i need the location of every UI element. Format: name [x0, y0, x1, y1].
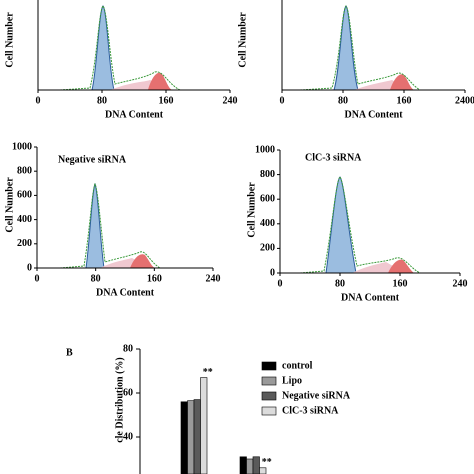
y-tick-label: 600	[17, 190, 32, 201]
x-tick-label: 0	[278, 278, 283, 289]
x-tick-label: 80	[91, 273, 101, 284]
y-tick-label: 400	[17, 214, 32, 225]
x-tick-label: 160	[393, 278, 408, 289]
y-tick-label: 400	[260, 218, 275, 229]
y-tick-label: 1000	[12, 141, 32, 152]
significance: **	[203, 367, 213, 378]
x-tick-label: 80	[97, 95, 107, 106]
legend-label: control	[282, 360, 313, 371]
y-tick-label: 600	[260, 193, 275, 204]
panel-title: ClC-3 siRNA	[305, 152, 362, 163]
bar	[239, 456, 247, 474]
x-tick-label: 80	[338, 95, 348, 106]
y-axis-label: Cell Number	[237, 12, 248, 68]
x-tick-label: 80	[335, 278, 345, 289]
y-tick-label: 800	[260, 169, 275, 180]
legend-swatch	[261, 391, 277, 401]
bar	[200, 377, 208, 474]
bar	[246, 458, 254, 474]
y-tick-label: 800	[17, 165, 32, 176]
x-tick-label: 160	[397, 95, 412, 106]
legend-swatch	[261, 406, 277, 416]
bar	[193, 399, 201, 474]
y-tick-label: 1000	[255, 144, 275, 155]
x-axis-label: DNA Content	[341, 292, 400, 303]
legend-label: Negative siRNA	[282, 390, 351, 401]
y-tick-label: 60	[123, 387, 133, 398]
histogram-shapes	[59, 5, 465, 274]
x-tick-label: 240	[206, 273, 221, 284]
y-axis-label: cle Distribution (%)	[114, 357, 125, 443]
x-tick-label: 160	[147, 273, 162, 284]
panel-label: B	[66, 347, 73, 358]
y-tick-label: 200	[260, 243, 275, 254]
y-tick-label: 0	[270, 267, 275, 278]
x-axis-label: DNA Content	[96, 287, 155, 298]
significance: **	[262, 457, 272, 468]
y-axis-label: Cell Number	[4, 12, 15, 68]
legend-swatch	[261, 376, 277, 386]
y-tick-label: 0	[27, 262, 32, 273]
x-tick-label: 2400	[455, 95, 474, 106]
y-tick-label: 200	[17, 238, 32, 249]
bar	[187, 400, 195, 474]
panel-title: Negative siRNA	[58, 154, 127, 165]
x-tick-label: 0	[36, 95, 41, 106]
y-axis-label: Cell Number	[246, 182, 257, 238]
x-axis-label: DNA Content	[105, 109, 164, 120]
x-tick-label: 0	[35, 273, 40, 284]
legend-label: ClC-3 siRNA	[282, 405, 339, 416]
x-tick-label: 240	[453, 278, 468, 289]
bar	[180, 401, 188, 474]
bar	[259, 467, 267, 474]
bar	[252, 456, 260, 474]
y-tick-label: 40	[123, 431, 133, 442]
x-tick-label: 160	[159, 95, 174, 106]
y-tick-label: 80	[123, 343, 133, 354]
legend-swatch	[261, 361, 277, 371]
y-axis-label: Cell Number	[4, 177, 15, 233]
x-axis-label: DNA Content	[344, 109, 403, 120]
legend-label: Lipo	[282, 375, 302, 386]
x-tick-label: 0	[280, 95, 285, 106]
x-tick-label: 240	[223, 95, 238, 106]
